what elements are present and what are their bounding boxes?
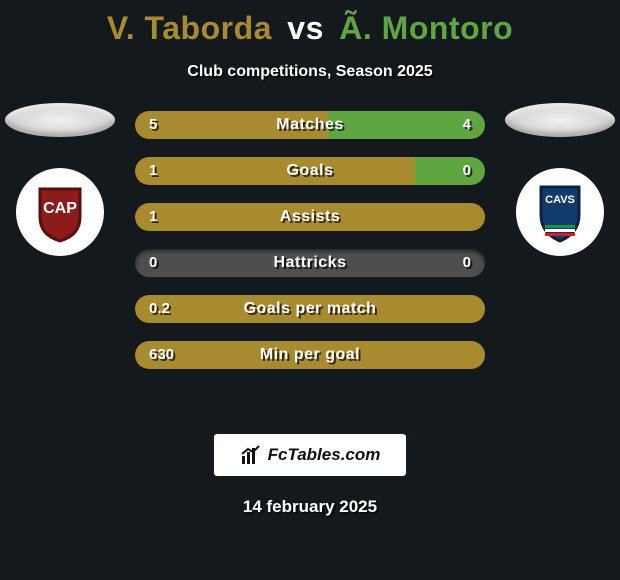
stat-value-player1: 1 — [149, 157, 157, 185]
player2-club-badge: CAVS — [515, 167, 605, 257]
stats-area: CAP CAVS Matches54Goals10Assists1Hattric… — [0, 111, 620, 411]
stat-row: Matches5 4 — [135, 111, 485, 139]
club-initials: CAVS — [545, 194, 575, 206]
stat-row: Hattricks0 0 — [135, 249, 485, 277]
stat-value-player1: 630 — [149, 341, 174, 369]
stat-bars: Matches54Goals10Assists1Hattricks00Goals… — [135, 111, 485, 369]
stat-label: Goals per match — [135, 295, 485, 323]
chart-icon — [240, 444, 262, 466]
stat-value-player1: 1 — [149, 203, 157, 231]
stat-label: Matches — [135, 111, 485, 139]
club-initials: CAP — [43, 200, 77, 217]
stat-label: Hattricks — [135, 249, 485, 277]
vs-text: vs — [287, 10, 324, 46]
player2-name: Ã. Montoro — [339, 10, 513, 46]
stat-row: Goals1 0 — [135, 157, 485, 185]
stat-value-player2: 0 — [463, 157, 471, 185]
stat-value-player2: 0 — [463, 249, 471, 277]
comparison-title: V. Taborda vs Ã. Montoro — [0, 0, 620, 47]
stat-value-player1: 0 — [149, 249, 157, 277]
player1-side: CAP — [0, 103, 120, 257]
stat-row: Assists1 — [135, 203, 485, 231]
stat-label: Min per goal — [135, 341, 485, 369]
subtitle: Club competitions, Season 2025 — [0, 63, 620, 81]
stat-value-player2: 4 — [463, 111, 471, 139]
stat-value-player1: 0.2 — [149, 295, 170, 323]
stat-label: Assists — [135, 203, 485, 231]
stat-label: Goals — [135, 157, 485, 185]
player1-club-badge: CAP — [15, 167, 105, 257]
stat-row: Min per goal630 — [135, 341, 485, 369]
player1-name: V. Taborda — [107, 10, 272, 46]
player2-side: CAVS — [500, 103, 620, 257]
brand-text: FcTables.com — [268, 445, 381, 465]
brand-pill: FcTables.com — [211, 431, 409, 479]
player1-photo-placeholder — [5, 103, 115, 137]
stat-value-player1: 5 — [149, 111, 157, 139]
date-text: 14 february 2025 — [0, 497, 620, 517]
player2-photo-placeholder — [505, 103, 615, 137]
stat-row: Goals per match0.2 — [135, 295, 485, 323]
